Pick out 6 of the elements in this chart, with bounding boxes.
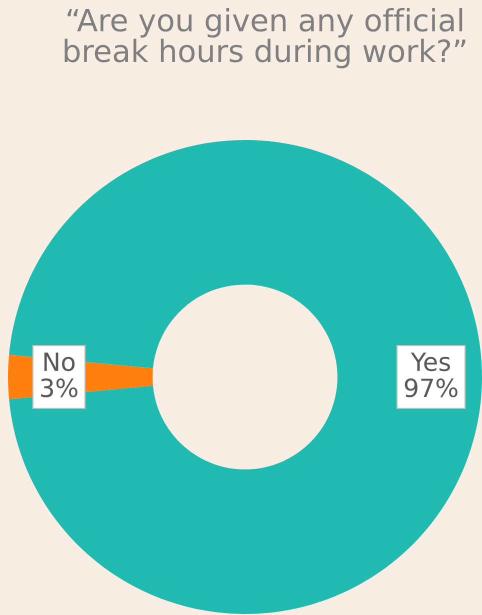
slice-label: Yes	[410, 352, 450, 372]
data-label: 97%	[404, 378, 458, 398]
donut-slice	[9, 140, 482, 614]
slice-label: No	[44, 352, 75, 372]
chart-title: “Are you given any official break hours during work?”	[64, 8, 466, 68]
data-label: 3%	[41, 378, 78, 398]
